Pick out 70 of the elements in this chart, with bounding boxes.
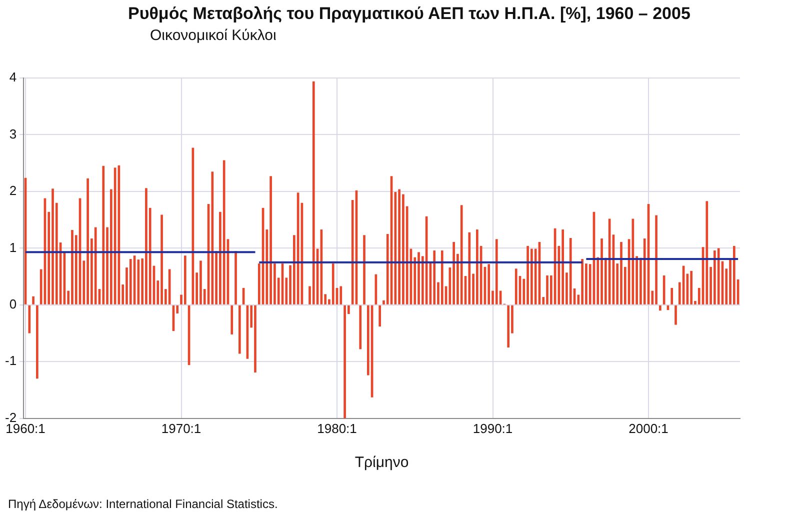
- bar: [452, 242, 455, 304]
- y-tick-label: 1: [9, 240, 17, 255]
- y-tick-label: 2: [9, 183, 17, 198]
- bar: [488, 264, 490, 304]
- bar: [332, 264, 334, 304]
- bar: [468, 232, 471, 304]
- bar: [546, 275, 548, 304]
- y-tick-label: 3: [9, 126, 17, 142]
- bar: [32, 296, 34, 304]
- bar: [359, 305, 362, 350]
- bar: [440, 250, 444, 304]
- bar: [460, 205, 463, 304]
- bar: [222, 160, 226, 304]
- bar: [254, 305, 256, 372]
- y-tick-label: 4: [9, 70, 17, 85]
- bar: [581, 258, 584, 304]
- bar: [28, 305, 31, 334]
- y-tick-label: 0: [9, 296, 17, 312]
- bar: [238, 305, 241, 354]
- bar: [714, 250, 716, 304]
- bar: [526, 246, 529, 304]
- bar: [211, 172, 214, 304]
- bar: [200, 260, 202, 304]
- bar: [145, 188, 148, 304]
- bar: [378, 305, 381, 326]
- x-tick-label: 2000:1: [628, 420, 668, 436]
- bar: [706, 201, 708, 304]
- bar: [234, 251, 237, 304]
- bar: [363, 235, 366, 304]
- bar: [674, 305, 677, 325]
- bar: [160, 214, 163, 304]
- bar: [690, 270, 692, 304]
- bar: [71, 230, 74, 304]
- bar: [569, 238, 572, 304]
- bar: [52, 188, 54, 304]
- bar: [514, 268, 518, 304]
- bar: [86, 178, 89, 304]
- bar: [732, 246, 736, 304]
- y-tick-label: -1: [4, 353, 17, 368]
- bar: [344, 305, 346, 418]
- bar: [270, 176, 272, 304]
- bar: [433, 250, 436, 304]
- bar: [530, 248, 533, 304]
- bar: [495, 239, 498, 304]
- bar: [476, 229, 478, 304]
- x-tick-label: 1980:1: [317, 420, 357, 436]
- x-tick-label: 1970:1: [161, 420, 202, 436]
- x-tick-label: 1990:1: [472, 420, 513, 436]
- bar: [670, 288, 674, 304]
- bar: [418, 252, 420, 304]
- bar: [312, 81, 315, 304]
- bar: [507, 305, 510, 348]
- chart-title: Ρυθμός Μεταβολής του Πραγματικού ΑΕΠ των Η.Π.Α. [%], 1960 – 2005: [128, 4, 690, 24]
- bar: [129, 258, 132, 304]
- bar: [620, 242, 622, 304]
- chart-subtitle: Οικονομικοί Κύκλοι: [150, 27, 276, 44]
- bar: [600, 238, 603, 304]
- bar: [562, 229, 564, 304]
- bar: [94, 227, 97, 304]
- bar: [659, 305, 662, 311]
- text: Πηγή Δεδομένων: International Financial Statistics.: [8, 497, 278, 511]
- x-axis-title: Τρίμηνο: [354, 454, 409, 472]
- bar: [36, 305, 38, 379]
- bar: [655, 215, 658, 304]
- bar: [184, 256, 186, 304]
- bar: [717, 248, 720, 304]
- bar: [102, 166, 105, 304]
- bar: [230, 305, 234, 334]
- bar: [340, 286, 342, 304]
- bar: [398, 189, 400, 304]
